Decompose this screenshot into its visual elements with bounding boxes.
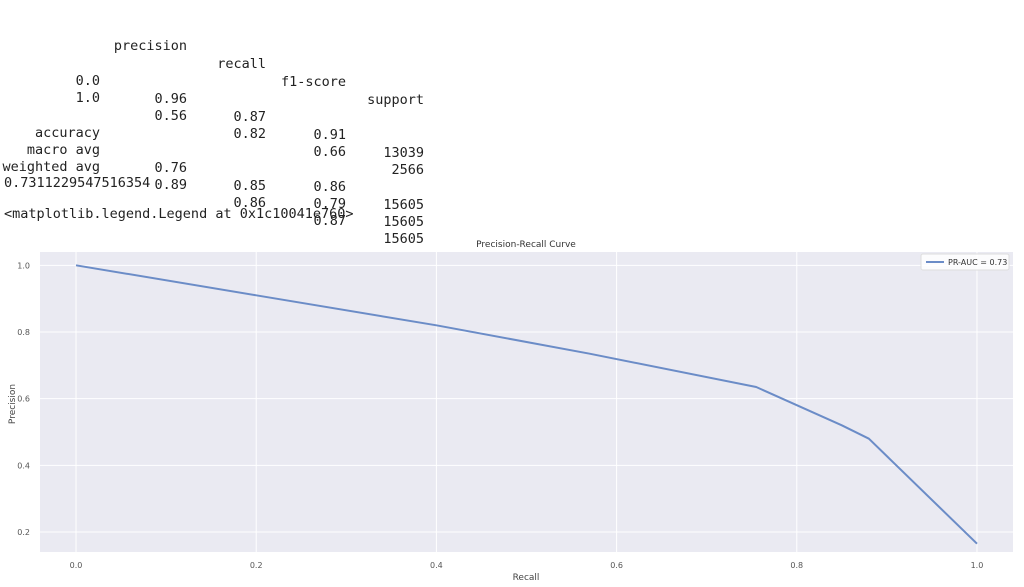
series-lines: [75, 264, 978, 545]
pr-curve-chart: Precision-Recall Curve 0.0 0.2 0.4 0.6 0.8 1.…: [8, 240, 1013, 583]
y-tick-label: 0.6: [17, 395, 30, 404]
row-label: accuracy: [34, 125, 100, 141]
y-tick-label: 0.8: [17, 328, 30, 337]
report-header-row: precision recall f1-score support: [0, 19, 424, 108]
x-tick-label: 1.0: [971, 561, 984, 570]
row-support: 13039: [383, 145, 424, 161]
x-tick-label: 0.2: [250, 561, 263, 570]
chart-title: Precision-Recall Curve: [476, 240, 576, 250]
row-recall: 0.82: [233, 126, 266, 142]
header-f1-score: f1-score: [280, 74, 346, 90]
row-recall: 0.86: [233, 195, 266, 211]
series-line: [75, 264, 978, 545]
tick-labels: 0.0 0.2 0.4 0.6 0.8 1.0 0.2 0.4 0.6 0.8 1.0: [17, 261, 983, 570]
row-precision: 0.56: [154, 108, 187, 124]
x-tick-label: 0.4: [430, 561, 443, 570]
row-label: 0.0: [75, 73, 100, 89]
row-label: 1.0: [75, 90, 100, 106]
row-support: 15605: [383, 231, 424, 247]
row-recall: 0.85: [233, 178, 266, 194]
x-axis-label: Recall: [513, 573, 540, 583]
row-recall: 0.87: [233, 109, 266, 125]
plot-area: [40, 252, 1013, 552]
legend[interactable]: PR-AUC = 0.73: [920, 253, 1010, 271]
x-tick-label: 0.0: [70, 561, 83, 570]
header-support: support: [367, 92, 424, 108]
y-axis-label: Precision: [8, 384, 18, 424]
classification-report: precision recall f1-score support 0.0 0.…: [0, 0, 424, 247]
header-recall: recall: [217, 56, 266, 72]
report-row: macro avg 0.76 0.85 0.79 15605: [0, 123, 424, 230]
row-f1: 0.87: [313, 213, 346, 229]
legend-repr-output: <matplotlib.legend.Legend at 0x1c10041e7…: [4, 206, 354, 222]
header-precision: precision: [113, 38, 187, 54]
row-label: weighted avg: [2, 159, 100, 175]
row-f1: 0.91: [313, 127, 346, 143]
row-support: 2566: [391, 162, 424, 178]
score-output: 0.7311229547516354: [4, 175, 151, 191]
y-tick-label: 0.4: [17, 461, 30, 470]
report-row: 1.0 0.56 0.82 0.66 2566: [0, 71, 424, 178]
report-row: accuracy 0.86 15605: [0, 106, 424, 213]
legend-box: [920, 253, 1010, 271]
row-label: macro avg: [26, 142, 100, 158]
x-tick-label: 0.8: [790, 561, 803, 570]
row-precision: 0.96: [154, 91, 187, 107]
legend-label: PR-AUC = 0.73: [948, 258, 1007, 267]
row-f1: 0.79: [313, 196, 346, 212]
report-row: 0.0 0.96 0.87 0.91 13039: [0, 54, 424, 161]
row-support: 15605: [383, 214, 424, 230]
row-f1: 0.86: [313, 179, 346, 195]
report-row: weighted avg 0.89 0.86 0.87 15605: [0, 140, 424, 247]
grid-lines: [40, 252, 1013, 552]
row-f1: 0.66: [313, 144, 346, 160]
row-support: 15605: [383, 197, 424, 213]
row-precision: 0.76: [154, 160, 187, 176]
row-precision: 0.89: [154, 177, 187, 193]
x-tick-label: 0.6: [610, 561, 623, 570]
y-tick-label: 1.0: [17, 261, 30, 270]
y-tick-label: 0.2: [17, 528, 30, 537]
